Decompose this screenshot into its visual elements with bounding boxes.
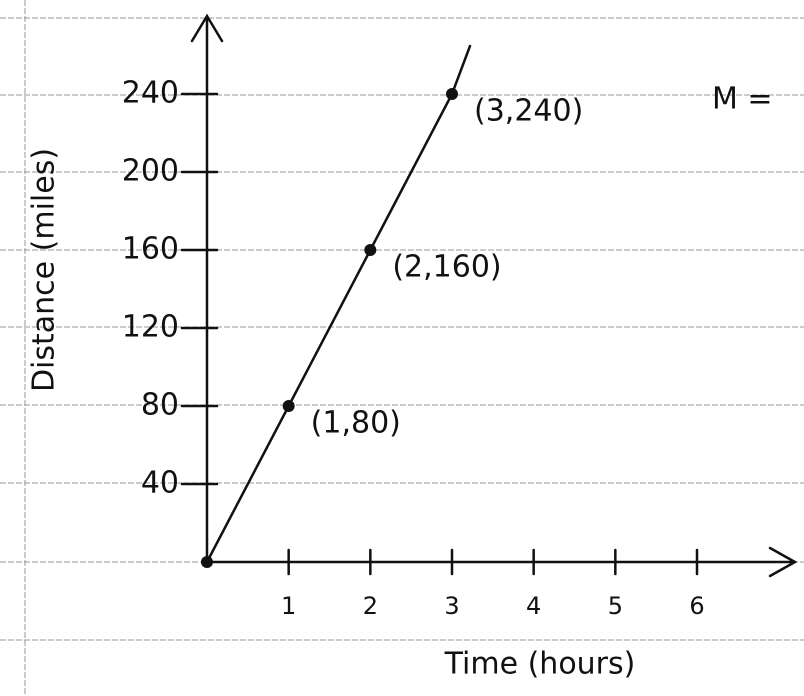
x-tick-label: 4 [526,592,541,620]
x-tick-label: 1 [281,592,296,620]
y-tick-label: 40 [141,466,179,501]
y-tick-label: 240 [122,76,179,111]
data-point [282,400,295,412]
y-tick-label: 80 [141,388,179,423]
point-label: (2,160) [392,250,501,285]
y-tick-label: 160 [122,232,179,267]
line-arrow [450,44,472,96]
data-point [364,244,377,256]
x-tick-label: 2 [363,592,378,620]
y-tick-label: 200 [122,154,179,189]
x-axis-label: Time (hours) [444,647,636,682]
x-tick-label: 5 [608,592,623,620]
y-axis [190,13,224,564]
side-note: M = [712,82,773,117]
x-tick-label: 3 [444,592,459,620]
y-axis-label: Distance (miles) [27,148,62,392]
point-label: (3,240) [474,94,583,129]
data-point [201,556,213,568]
x-axis [205,546,798,578]
y-tick-label: 120 [122,310,179,345]
point-label: (1,80) [311,406,401,441]
x-tick-label: 6 [689,592,704,620]
data-point [446,88,458,100]
data-line [205,92,454,564]
